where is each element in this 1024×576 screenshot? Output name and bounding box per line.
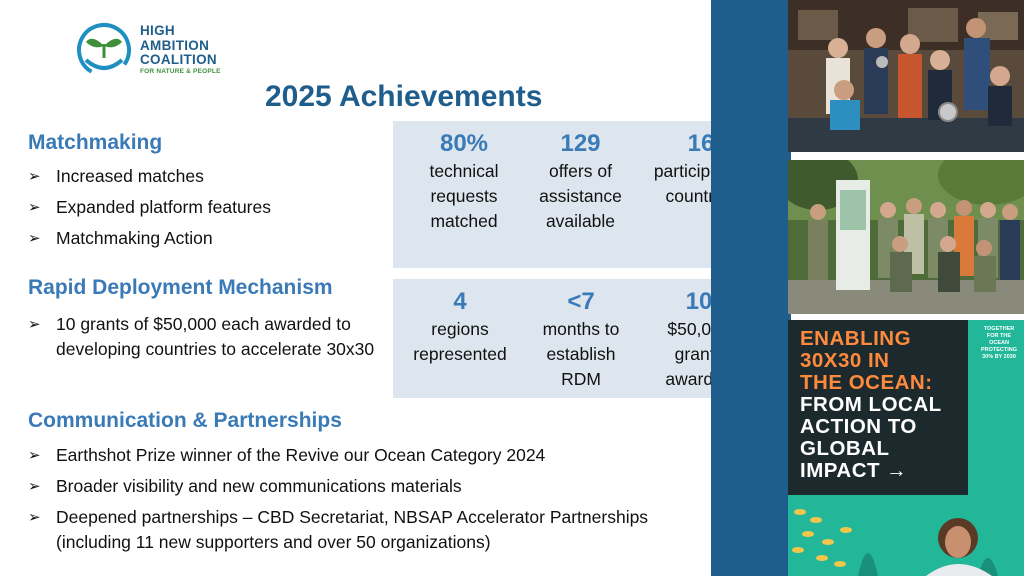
leaf-hands-icon	[77, 22, 131, 77]
stat-regions-represented: 4 regions represented	[399, 287, 521, 367]
accent-band	[711, 0, 791, 576]
team-photo-field	[788, 160, 1024, 314]
stat-value: 16	[687, 130, 715, 157]
rdm-list: ➢ 10 grants of $50,000 each awarded to de…	[28, 312, 388, 362]
team-photo-field-image	[788, 160, 1024, 314]
list-item: ➢ Earthshot Prize winner of the Revive ou…	[28, 443, 708, 468]
section-title-communication: Communication & Partnerships	[28, 409, 342, 432]
list-item: ➢ Expanded platform features	[28, 195, 388, 220]
stats-panel-matchmaking: 80% technical requests matched 129 offer…	[393, 121, 763, 268]
stat-offers-available: 129 offers of assistance available	[518, 129, 643, 234]
arrow-bullet-icon: ➢	[28, 230, 41, 247]
communication-list: ➢ Earthshot Prize winner of the Revive ou…	[28, 443, 708, 555]
stat-months-to-establish: <7 months to establish RDM	[521, 287, 641, 392]
stats-panel-rdm: 4 regions represented <7 months to estab…	[393, 279, 763, 398]
list-item: ➢ 10 grants of $50,000 each awarded to de…	[28, 314, 375, 359]
logo-wordmark: HIGH AMBITION COALITION	[140, 23, 217, 67]
arrow-bullet-icon: ➢	[28, 168, 41, 185]
stat-label: technical requests matched	[429, 161, 499, 231]
arrow-bullet-icon: ➢	[28, 509, 41, 526]
stat-label: months to establish RDM	[542, 319, 620, 389]
stat-requests-matched: 80% technical requests matched	[399, 129, 529, 234]
stat-value: 129	[560, 130, 601, 157]
stat-value: <7	[567, 288, 595, 315]
list-item: ➢ Broader visibility and new communicatio…	[28, 474, 708, 499]
list-item: ➢ Deepened partnerships – CBD Secretariat…	[28, 507, 649, 552]
poster-badge: TOGETHER FOR THE OCEAN PROTECTING 30% BY…	[980, 326, 1018, 360]
team-photo-indoor-image	[788, 0, 1024, 152]
team-photo-indoor	[788, 0, 1024, 152]
logo-tagline: FOR NATURE & PEOPLE	[140, 68, 221, 75]
arrow-bullet-icon: ➢	[28, 478, 41, 495]
ocean-poster: ENABLING 30X30 IN THE OCEAN: FROM LOCAL …	[788, 320, 1024, 576]
section-title-rdm: Rapid Deployment Mechanism	[28, 276, 333, 299]
stat-label: offers of assistance available	[539, 161, 622, 231]
poster-fish-illustration	[792, 509, 998, 576]
list-item: ➢ Matchmaking Action	[28, 226, 388, 251]
stat-value: 10	[685, 288, 713, 315]
stat-value: 4	[453, 288, 467, 315]
page-title: 2025 Achievements	[265, 80, 543, 113]
arrow-bullet-icon: ➢	[28, 199, 41, 216]
section-title-matchmaking: Matchmaking	[28, 131, 163, 154]
poster-dark-block	[788, 320, 968, 495]
arrow-bullet-icon: ➢	[28, 316, 41, 333]
list-item: ➢ Increased matches	[28, 164, 388, 189]
stat-value: 80%	[439, 130, 489, 157]
stat-label: regions represented	[413, 319, 507, 364]
matchmaking-list: ➢ Increased matches ➢ Expanded platform fe…	[28, 164, 388, 251]
coalition-logo: HIGH AMBITION COALITION FOR NATURE & PEO…	[76, 22, 236, 82]
arrow-bullet-icon: ➢	[28, 447, 41, 464]
poster-headline: ENABLING 30X30 IN THE OCEAN: FROM LOCAL …	[800, 327, 942, 482]
